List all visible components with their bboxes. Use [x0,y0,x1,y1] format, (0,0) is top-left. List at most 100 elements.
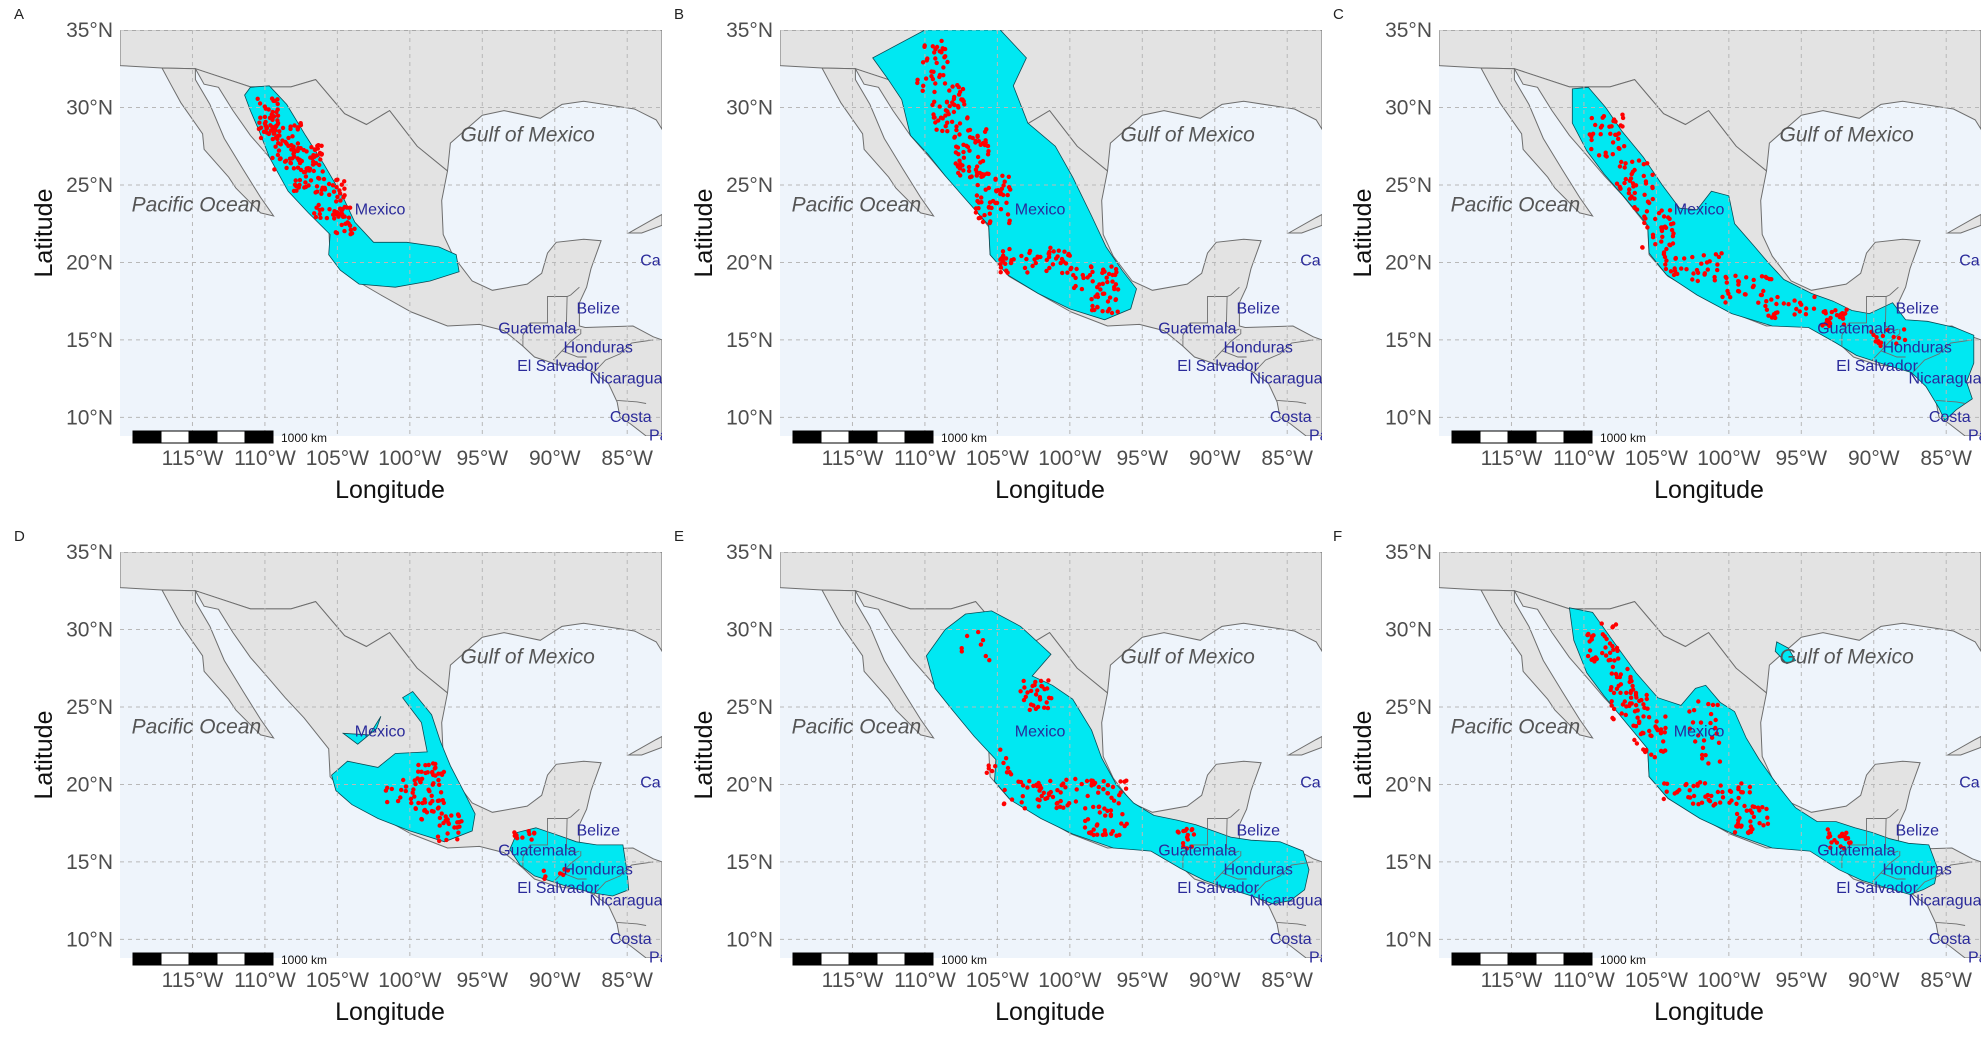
occurrence-point [1765,821,1771,826]
occurrence-point [978,642,984,647]
occurrence-point [1644,696,1649,702]
occurrence-point [1705,267,1710,272]
occurrence-point [1097,282,1102,287]
occurrence-point [1628,176,1634,181]
map-panel-d: Pacific Ocean Gulf of Mexico Mexico Belize G… [0,522,662,1044]
country-label: Guatemala [498,843,576,860]
occurrence-point [1650,196,1655,202]
occurrence-point [1630,159,1635,164]
occurrence-point [1053,256,1059,261]
land-cuba [1945,735,1981,756]
occurrence-point [1629,701,1634,706]
occurrence-point [1043,796,1048,801]
occurrence-point [433,761,438,767]
occurrence-point [976,629,981,635]
occurrence-point [1105,791,1110,796]
occurrence-point [1064,777,1069,782]
occurrence-point [1590,131,1596,136]
country-label: Mexico [1015,201,1066,218]
scalebar-segment [848,952,878,966]
occurrence-point [435,806,441,811]
occurrence-point [1644,209,1650,214]
occurrence-point [327,192,332,197]
occurrence-point [1829,840,1834,845]
occurrence-point [975,182,980,188]
occurrence-point [1616,683,1621,688]
occurrence-point [1630,169,1636,174]
occurrence-point [988,219,993,224]
occurrence-point [1844,307,1849,312]
occurrence-point [273,144,278,149]
occurrence-point [332,209,337,214]
occurrence-points [915,38,1121,316]
occurrence-point [1896,335,1902,341]
ocean-label-gulf: Gulf of Mexico [1780,646,1915,669]
occurrence-point [1600,650,1605,656]
occurrence-point [336,214,341,219]
occurrence-point [930,102,935,108]
occurrence-point [1062,249,1067,254]
occurrence-point [1901,327,1907,332]
occurrence-point [936,118,941,123]
ocean-label-pacific: Pacific Ocean [792,715,922,738]
occurrence-point [342,214,347,219]
occurrence-point [1695,278,1700,284]
occurrence-point [1092,307,1097,313]
scalebar-segment [904,430,934,444]
map-svg: Pacific Ocean Gulf of Mexico Mexico BelizeG… [690,19,1322,504]
occurrence-point [1089,783,1094,788]
occurrence-point [303,174,309,179]
occurrence-point [1119,821,1124,826]
occurrence-point [1694,267,1700,273]
occurrence-point [293,178,298,183]
occurrence-point [1748,824,1754,829]
occurrence-point [1091,804,1096,810]
lat-tick-label: 25°N [726,696,773,719]
land-baja-california [821,67,935,217]
occurrence-point [1038,786,1043,791]
country-label: Belize [1236,823,1280,840]
country-border-0 [1841,286,1899,347]
lon-tick-label: 100°W [1697,447,1760,470]
occurrence-point [931,112,936,117]
occurrence-point [1644,692,1649,698]
occurrence-point [1649,752,1654,757]
occurrence-point [1611,706,1617,712]
lon-tick-label: 105°W [306,969,369,992]
occurrence-point [315,189,320,194]
country-label: Belize [576,301,620,318]
occurrence-point [957,121,963,126]
country-label: Belize [1895,301,1939,318]
occurrence-point [1687,795,1693,800]
occurrence-point [1007,246,1012,252]
occurrence-point [255,96,260,102]
occurrence-point [1650,235,1656,240]
occurrence-point [1736,282,1741,287]
occurrence-point [1066,251,1071,257]
occurrence-point [340,207,345,212]
occurrence-point [1102,828,1107,833]
lat-tick-label: 25°N [66,174,113,197]
occurrence-point [1846,840,1852,845]
country-border-2 [1212,851,1242,883]
occurrence-point [1663,725,1668,731]
occurrence-point [993,764,998,769]
country-border-1 [565,296,580,332]
occurrence-point [1622,180,1627,186]
ocean-label-pacific: Pacific Ocean [792,193,922,216]
occurrence-point [1693,739,1698,744]
occurrence-point [1663,262,1668,267]
occurrence-point [986,204,992,210]
occurrence-point [1623,176,1628,182]
occurrence-point [532,831,537,836]
occurrence-point [1747,790,1752,795]
lat-tick-label: 20°N [726,251,773,274]
occurrence-point [1658,748,1664,754]
lat-tick-label: 20°N [66,773,113,796]
occurrence-point [331,189,337,194]
scalebar-segment [876,952,906,966]
occurrence-point [1636,720,1642,726]
occurrence-point [346,215,352,220]
country-label: Costa [610,931,652,948]
occurrence-point [401,777,406,783]
